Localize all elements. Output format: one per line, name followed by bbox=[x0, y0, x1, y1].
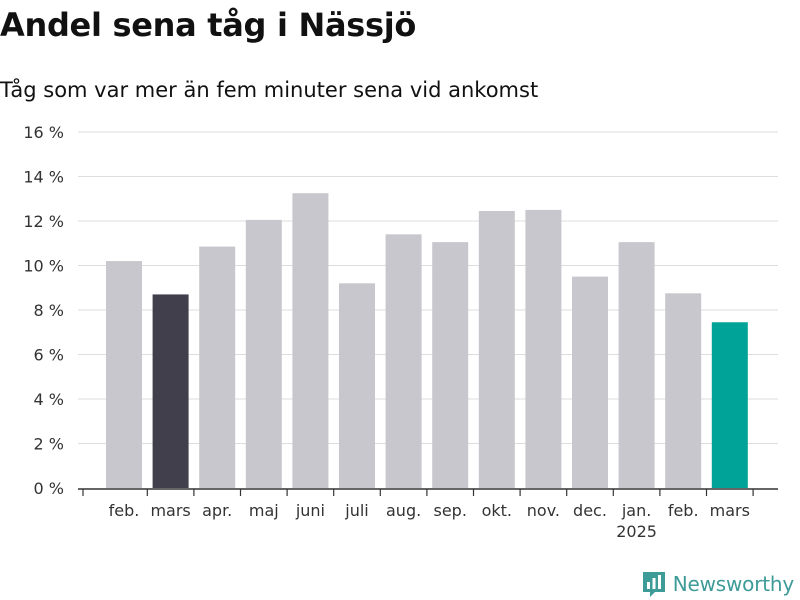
x-tick-label: feb. bbox=[668, 501, 699, 520]
bar-8 bbox=[432, 242, 469, 488]
y-tick-label: 16 % bbox=[23, 123, 64, 142]
y-tick-label: 4 % bbox=[34, 390, 64, 409]
bar-5 bbox=[292, 193, 329, 488]
bar-2 bbox=[152, 294, 189, 488]
y-tick-label: 10 % bbox=[23, 257, 64, 276]
bar-13 bbox=[665, 293, 702, 488]
y-tick-label: 12 % bbox=[23, 212, 64, 231]
bar-6 bbox=[339, 283, 375, 488]
bar-14 bbox=[711, 322, 748, 488]
bar-11 bbox=[572, 276, 608, 488]
x-tick-label: sep. bbox=[433, 501, 466, 520]
bar-10 bbox=[525, 209, 562, 488]
bar-9 bbox=[478, 210, 515, 489]
x-tick-label: jan. bbox=[621, 501, 651, 520]
x-tick-label: mars bbox=[150, 501, 190, 520]
brand-name: Newsworthy bbox=[672, 572, 794, 596]
y-tick-label: 8 % bbox=[34, 301, 64, 320]
x-tick-label: mars bbox=[710, 501, 750, 520]
x-axis-ticks: feb. mars apr. maj juni juli aug. sep. okt. nov. d… bbox=[109, 501, 750, 541]
x-tick-label: nov. bbox=[527, 501, 560, 520]
y-axis-ticks: 0 % 2 % 4 % 6 % 8 % 10 % 12 % 14 % 16 % bbox=[23, 123, 64, 498]
y-tick-label: 14 % bbox=[23, 168, 64, 187]
x-tick-label: okt. bbox=[482, 501, 512, 520]
y-tick-label: 2 % bbox=[34, 435, 64, 454]
gridlines bbox=[78, 131, 778, 444]
bar-1 bbox=[106, 261, 142, 488]
chart-subtitle: Tåg som var mer än fem minuter sena vid … bbox=[0, 78, 539, 102]
brand: Newsworthy bbox=[641, 568, 794, 600]
chart-title: Andel sena tåg i Nässjö bbox=[0, 6, 417, 44]
bar-7 bbox=[385, 234, 422, 488]
x-tick-label: apr. bbox=[202, 501, 232, 520]
bar-4 bbox=[245, 219, 282, 488]
x-axis bbox=[78, 488, 778, 496]
bars bbox=[106, 193, 748, 489]
x-tick-label: juni bbox=[295, 501, 325, 520]
x-tick-label: juli bbox=[344, 501, 368, 520]
x-tick-label: dec. bbox=[573, 501, 607, 520]
x-tick-label: aug. bbox=[386, 501, 421, 520]
y-tick-label: 6 % bbox=[34, 346, 64, 365]
bar-3 bbox=[199, 246, 236, 488]
x-tick-label: maj bbox=[249, 501, 279, 520]
bar-12 bbox=[618, 242, 655, 488]
bar-chart: 0 % 2 % 4 % 6 % 8 % 10 % 12 % 14 % 16 % feb. mars… bbox=[23, 123, 778, 541]
x-tick-label: feb. bbox=[109, 501, 140, 520]
bar-chart-logo-icon bbox=[642, 572, 665, 597]
x-year-label: 2025 bbox=[616, 522, 657, 541]
y-tick-label: 0 % bbox=[34, 479, 64, 498]
